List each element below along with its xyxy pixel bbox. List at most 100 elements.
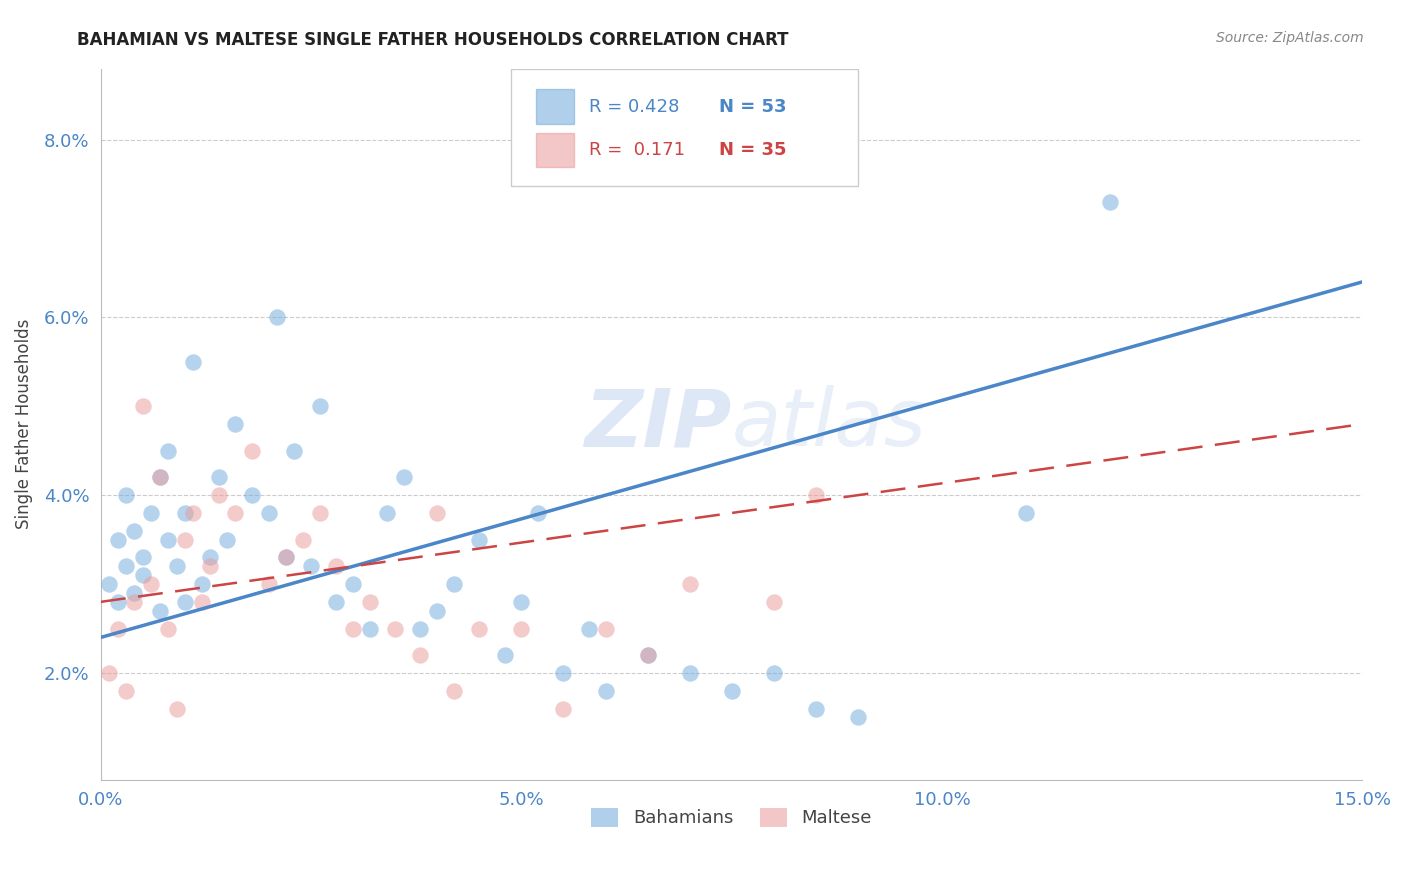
Point [678, 665, 700, 680]
Point [426, 604, 449, 618]
FancyBboxPatch shape [536, 133, 574, 167]
Point [409, 622, 432, 636]
Point [804, 701, 827, 715]
Point [141, 506, 163, 520]
Point [443, 577, 465, 591]
Point [166, 559, 188, 574]
Legend: Bahamians, Maltese: Bahamians, Maltese [583, 801, 879, 835]
Point [468, 622, 491, 636]
Point [359, 622, 381, 636]
Point [132, 399, 155, 413]
Point [207, 470, 229, 484]
Point [720, 683, 742, 698]
Point [375, 506, 398, 520]
Point [149, 470, 172, 484]
Point [191, 595, 214, 609]
FancyBboxPatch shape [536, 89, 574, 124]
Text: ZIP: ZIP [585, 385, 731, 463]
Point [191, 577, 214, 591]
Point [174, 595, 197, 609]
Point [157, 443, 180, 458]
Y-axis label: Single Father Households: Single Father Households [15, 318, 32, 529]
Point [157, 622, 180, 636]
Point [846, 710, 869, 724]
Point [166, 701, 188, 715]
Point [325, 559, 347, 574]
Point [183, 355, 205, 369]
Point [1015, 506, 1038, 520]
Point [183, 506, 205, 520]
Point [359, 595, 381, 609]
Point [762, 665, 785, 680]
Text: BAHAMIAN VS MALTESE SINGLE FATHER HOUSEHOLDS CORRELATION CHART: BAHAMIAN VS MALTESE SINGLE FATHER HOUSEH… [77, 31, 789, 49]
Point [132, 550, 155, 565]
Point [257, 577, 280, 591]
Point [553, 665, 575, 680]
Point [266, 310, 288, 325]
Point [384, 622, 406, 636]
Point [115, 559, 138, 574]
Point [308, 399, 330, 413]
Point [149, 604, 172, 618]
Point [215, 533, 238, 547]
Text: N = 53: N = 53 [718, 97, 786, 116]
Point [115, 683, 138, 698]
Point [98, 577, 121, 591]
Point [157, 533, 180, 547]
Point [553, 701, 575, 715]
Point [637, 648, 659, 662]
Point [257, 506, 280, 520]
Point [174, 506, 197, 520]
Point [115, 488, 138, 502]
Point [283, 443, 305, 458]
Point [510, 622, 533, 636]
Point [325, 595, 347, 609]
Point [494, 648, 516, 662]
Point [224, 417, 246, 431]
Point [107, 595, 129, 609]
FancyBboxPatch shape [510, 69, 858, 186]
Point [274, 550, 297, 565]
Point [308, 506, 330, 520]
Point [198, 559, 221, 574]
Text: R = 0.428: R = 0.428 [589, 97, 679, 116]
Point [224, 506, 246, 520]
Point [132, 568, 155, 582]
Text: Source: ZipAtlas.com: Source: ZipAtlas.com [1216, 31, 1364, 45]
Text: N = 35: N = 35 [718, 141, 786, 159]
Point [141, 577, 163, 591]
Text: atlas: atlas [731, 385, 927, 463]
Point [299, 559, 322, 574]
Point [527, 506, 550, 520]
Point [107, 622, 129, 636]
Point [124, 524, 146, 538]
Point [198, 550, 221, 565]
Point [342, 577, 364, 591]
Point [149, 470, 172, 484]
Point [240, 443, 263, 458]
Point [804, 488, 827, 502]
Point [291, 533, 314, 547]
Point [392, 470, 415, 484]
Point [595, 683, 617, 698]
Point [240, 488, 263, 502]
Point [578, 622, 600, 636]
Text: R =  0.171: R = 0.171 [589, 141, 685, 159]
Point [510, 595, 533, 609]
Point [342, 622, 364, 636]
Point [595, 622, 617, 636]
Point [274, 550, 297, 565]
Point [762, 595, 785, 609]
Point [637, 648, 659, 662]
Point [409, 648, 432, 662]
Point [426, 506, 449, 520]
Point [678, 577, 700, 591]
Point [107, 533, 129, 547]
Point [468, 533, 491, 547]
Point [1099, 194, 1122, 209]
Point [174, 533, 197, 547]
Point [124, 586, 146, 600]
Point [124, 595, 146, 609]
Point [98, 665, 121, 680]
Point [443, 683, 465, 698]
